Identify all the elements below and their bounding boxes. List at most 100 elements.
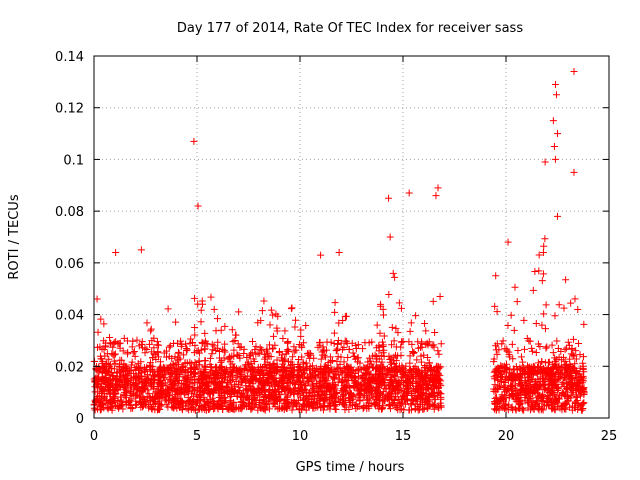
data-point bbox=[288, 304, 296, 312]
data-point bbox=[295, 356, 303, 364]
data-point bbox=[100, 320, 108, 328]
data-point bbox=[435, 350, 443, 358]
data-point bbox=[309, 381, 317, 389]
data-point bbox=[212, 346, 220, 354]
data-point bbox=[129, 369, 137, 377]
data-point bbox=[131, 364, 139, 372]
data-point bbox=[233, 392, 241, 400]
data-point bbox=[267, 353, 275, 361]
data-point bbox=[348, 367, 356, 375]
data-point bbox=[574, 385, 582, 393]
data-point bbox=[544, 394, 552, 402]
data-point bbox=[380, 395, 388, 403]
data-point bbox=[540, 377, 548, 385]
data-point bbox=[94, 380, 102, 388]
data-point bbox=[132, 401, 140, 409]
data-point bbox=[492, 272, 500, 280]
data-point bbox=[558, 371, 566, 379]
data-point bbox=[201, 363, 209, 371]
data-point bbox=[280, 406, 288, 414]
data-point bbox=[94, 405, 102, 413]
data-point bbox=[316, 339, 324, 347]
data-point bbox=[177, 342, 185, 350]
data-point bbox=[551, 405, 559, 413]
data-point bbox=[94, 343, 102, 351]
data-point bbox=[397, 304, 405, 312]
data-point bbox=[150, 398, 158, 406]
data-point bbox=[356, 387, 364, 395]
data-point bbox=[379, 376, 387, 384]
data-point bbox=[123, 350, 131, 358]
data-point bbox=[551, 395, 559, 403]
data-point bbox=[516, 396, 524, 404]
data-point bbox=[392, 377, 400, 385]
data-point bbox=[332, 405, 340, 413]
data-point bbox=[517, 353, 525, 361]
data-point bbox=[537, 382, 545, 390]
data-point bbox=[249, 337, 257, 345]
data-point bbox=[107, 403, 115, 411]
data-point bbox=[535, 406, 543, 414]
data-point bbox=[340, 358, 348, 366]
data-point bbox=[391, 372, 399, 380]
data-point bbox=[410, 348, 418, 356]
data-point bbox=[214, 403, 222, 411]
data-point bbox=[540, 310, 548, 318]
data-point bbox=[309, 368, 317, 376]
data-point bbox=[147, 383, 155, 391]
data-point bbox=[208, 350, 216, 358]
data-point bbox=[221, 366, 229, 374]
data-point bbox=[203, 379, 211, 387]
data-point bbox=[177, 385, 185, 393]
data-point bbox=[290, 348, 298, 356]
data-point bbox=[250, 374, 258, 382]
data-point bbox=[218, 370, 226, 378]
data-point bbox=[335, 375, 343, 383]
data-point bbox=[249, 375, 257, 383]
data-point bbox=[364, 402, 372, 410]
data-point bbox=[494, 384, 502, 392]
data-point bbox=[236, 344, 244, 352]
data-point bbox=[567, 299, 575, 307]
data-point bbox=[351, 378, 359, 386]
data-point bbox=[317, 395, 325, 403]
data-point bbox=[432, 192, 440, 200]
data-point bbox=[303, 363, 311, 371]
data-point bbox=[135, 366, 143, 374]
data-point bbox=[117, 393, 125, 401]
data-point bbox=[567, 385, 575, 393]
data-point bbox=[111, 359, 119, 367]
data-point bbox=[221, 376, 229, 384]
data-point bbox=[170, 339, 178, 347]
data-point bbox=[504, 238, 512, 246]
data-point bbox=[106, 333, 114, 341]
data-point bbox=[336, 399, 344, 407]
data-point bbox=[423, 365, 431, 373]
data-point bbox=[287, 358, 295, 366]
data-point bbox=[573, 391, 581, 399]
data-point bbox=[566, 367, 574, 375]
data-point bbox=[538, 321, 546, 329]
data-point bbox=[126, 367, 134, 375]
data-point bbox=[394, 352, 402, 360]
data-point bbox=[243, 394, 251, 402]
data-point bbox=[539, 373, 547, 381]
data-point bbox=[198, 405, 206, 413]
data-point bbox=[319, 368, 327, 376]
data-point bbox=[164, 305, 172, 313]
data-point bbox=[375, 347, 383, 355]
data-point bbox=[512, 363, 520, 371]
data-point bbox=[528, 344, 536, 352]
data-point bbox=[129, 389, 137, 397]
data-point bbox=[418, 371, 426, 379]
data-point bbox=[182, 399, 190, 407]
data-point bbox=[382, 371, 390, 379]
data-point bbox=[130, 348, 138, 356]
data-point bbox=[512, 406, 520, 414]
data-point bbox=[369, 352, 377, 360]
data-point bbox=[426, 396, 434, 404]
data-point bbox=[166, 378, 174, 386]
data-point bbox=[174, 361, 182, 369]
data-point bbox=[145, 404, 153, 412]
data-point bbox=[398, 338, 406, 346]
